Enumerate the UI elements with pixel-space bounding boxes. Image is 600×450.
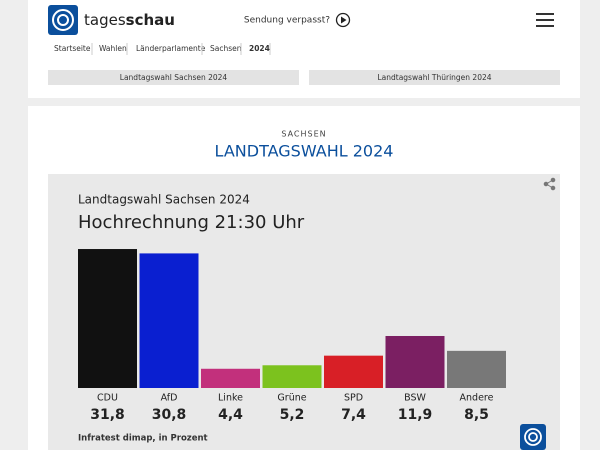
category-label: Andere [460,393,494,404]
section-title: LANDTAGSWAHL 2024 [215,142,394,161]
value-label: 30,8 [152,407,187,423]
bar [447,350,506,388]
footer-logo [520,424,546,450]
category-label: CDU [97,393,118,404]
value-label: 4,4 [218,407,243,423]
category-label: AfD [161,393,178,404]
breadcrumb: 2024 [249,44,270,53]
breadcrumb[interactable]: Wahlen [99,44,127,53]
value-label: 8,5 [464,407,489,423]
breadcrumb[interactable]: Länderparlamente [136,44,206,53]
chart-title: Landtagswahl Sachsen 2024 [78,193,250,207]
bar [324,355,383,388]
tab[interactable] [48,70,299,85]
source: Infratest dimap, in Prozent [78,434,208,444]
tab-label[interactable]: Landtagswahl Sachsen 2024 [120,73,228,82]
kicker: SACHSEN [281,130,326,139]
category-label: Grüne [277,393,306,404]
brand-left: tages [84,11,126,29]
bar [385,335,445,388]
bar [139,253,199,388]
value-label: 31,8 [90,407,125,423]
breadcrumb[interactable]: Startseite [54,44,91,53]
value-label: 5,2 [280,407,305,423]
brand-right: schau [126,11,175,29]
brand: tagesschau [84,11,175,29]
missed-link[interactable]: Sendung verpasst? [244,16,330,26]
tab[interactable] [309,70,560,85]
bar [78,249,137,388]
share-icon[interactable] [543,177,556,191]
value-label: 7,4 [341,407,366,423]
bar [201,368,260,388]
chart-subtitle: Hochrechnung 21:30 Uhr [78,212,305,233]
category-label: Linke [218,393,243,404]
play-icon[interactable] [335,12,351,28]
menu-button[interactable] [536,13,554,27]
category-label: BSW [404,393,426,404]
value-label: 11,9 [398,407,433,423]
bar [262,365,322,388]
category-label: SPD [344,393,363,404]
breadcrumb[interactable]: Sachsen [210,44,242,53]
logo[interactable] [48,5,78,35]
tab-label[interactable]: Landtagswahl Thüringen 2024 [377,73,491,82]
